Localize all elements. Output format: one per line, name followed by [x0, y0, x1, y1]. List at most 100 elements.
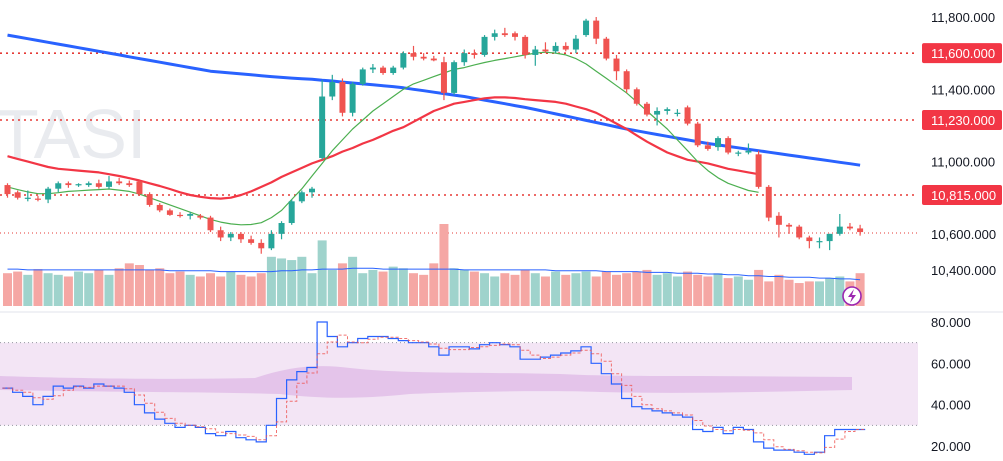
candle-body — [552, 45, 559, 52]
candle-up — [45, 186, 52, 204]
volume-bar — [398, 268, 408, 306]
candle-body — [75, 184, 82, 186]
candle-body — [654, 110, 661, 115]
candle-down — [755, 150, 762, 189]
candle-down — [430, 55, 437, 62]
candle-body — [603, 38, 610, 59]
candle-up — [106, 176, 112, 189]
candle-body — [116, 181, 123, 184]
candle-body — [278, 223, 285, 234]
volume-bar — [439, 224, 449, 306]
volume-bar — [3, 273, 12, 306]
candle-up — [816, 237, 823, 249]
volume-bar — [287, 260, 297, 306]
candle-body — [836, 226, 843, 234]
candle-up — [227, 232, 234, 242]
candle-body — [694, 123, 701, 146]
candle-body — [846, 226, 853, 229]
candle-down — [725, 136, 732, 155]
volume-bar — [266, 256, 276, 306]
candle-body — [440, 62, 447, 93]
volume-bar — [449, 268, 459, 306]
volume-bar — [683, 271, 693, 306]
candle-up — [826, 233, 833, 251]
candle-body — [623, 71, 630, 90]
volume-bar — [409, 273, 418, 306]
volume-bar — [825, 278, 835, 306]
candle-up — [187, 212, 194, 220]
volume-bar — [13, 271, 23, 306]
candle-down — [623, 69, 630, 93]
candle-down — [786, 223, 793, 234]
volume-bar — [277, 258, 287, 306]
candle-body — [491, 33, 498, 37]
candle-body — [298, 192, 305, 202]
rsi-tick-label: 20.000 — [931, 439, 971, 454]
volume-bar — [84, 273, 94, 306]
volume-bar — [561, 274, 571, 306]
volume-bar — [206, 273, 215, 306]
level-tag-label: 11,600.000 — [931, 46, 995, 61]
volume-bar — [226, 271, 236, 306]
candle-up — [461, 49, 468, 66]
price-axis[interactable]: 11,800.000 11,400.000 11,000.000 10,600.000… — [922, 10, 1002, 278]
volume-bar — [520, 269, 530, 306]
candle-body — [24, 197, 31, 199]
level-tag — [922, 185, 1002, 206]
candle-body — [613, 58, 620, 72]
candle-body — [319, 96, 326, 158]
candle-up — [75, 183, 82, 187]
candle-up — [349, 82, 356, 117]
candle-down — [633, 87, 640, 106]
volume-bar — [794, 283, 804, 306]
level-tag — [922, 110, 1002, 131]
candle-body — [309, 188, 315, 193]
candle-up — [390, 65, 397, 75]
candle-down — [339, 78, 346, 117]
ma-fast-line — [7, 51, 759, 226]
volume-bar — [703, 276, 713, 306]
volume-bar — [622, 273, 632, 306]
candle-body — [593, 20, 600, 39]
candle-body — [745, 150, 752, 153]
volume-bar — [581, 271, 591, 306]
rsi-line — [2, 321, 866, 455]
price-tick-label: 10,600.000 — [931, 227, 996, 242]
volume-bar — [53, 274, 63, 306]
candles[interactable] — [4, 17, 864, 254]
volume-bar — [723, 278, 733, 306]
candle-body — [501, 33, 508, 36]
price-tick-label: 11,800.000 — [931, 10, 995, 25]
candle-body — [725, 138, 732, 153]
volume-bar — [743, 279, 753, 306]
volume-bar — [815, 281, 824, 306]
volume-bar — [256, 273, 266, 306]
volume-bar — [754, 269, 764, 306]
volume-bar — [500, 273, 510, 306]
candle-body — [826, 233, 833, 242]
volume-bar — [33, 269, 43, 306]
candle-body — [765, 186, 772, 218]
volume-bar — [419, 274, 429, 306]
candle-body — [14, 192, 21, 198]
candle-down — [796, 224, 803, 240]
candle-up — [674, 109, 681, 117]
volume-bar — [774, 274, 784, 306]
volume-bar — [469, 271, 479, 306]
candle-down — [237, 232, 244, 243]
candle-body — [369, 67, 376, 70]
candle-body — [146, 194, 153, 205]
rsi-envelope — [0, 366, 852, 398]
candle-body — [572, 38, 579, 50]
candle-up — [278, 221, 285, 240]
volume-bar — [63, 276, 73, 306]
volume-pane — [3, 224, 865, 306]
candle-down — [512, 31, 518, 41]
lightning-icon[interactable] — [842, 286, 862, 306]
candle-up — [552, 42, 559, 54]
candle-body — [430, 58, 437, 61]
candle-up — [836, 213, 843, 236]
volume-bar — [662, 273, 672, 306]
